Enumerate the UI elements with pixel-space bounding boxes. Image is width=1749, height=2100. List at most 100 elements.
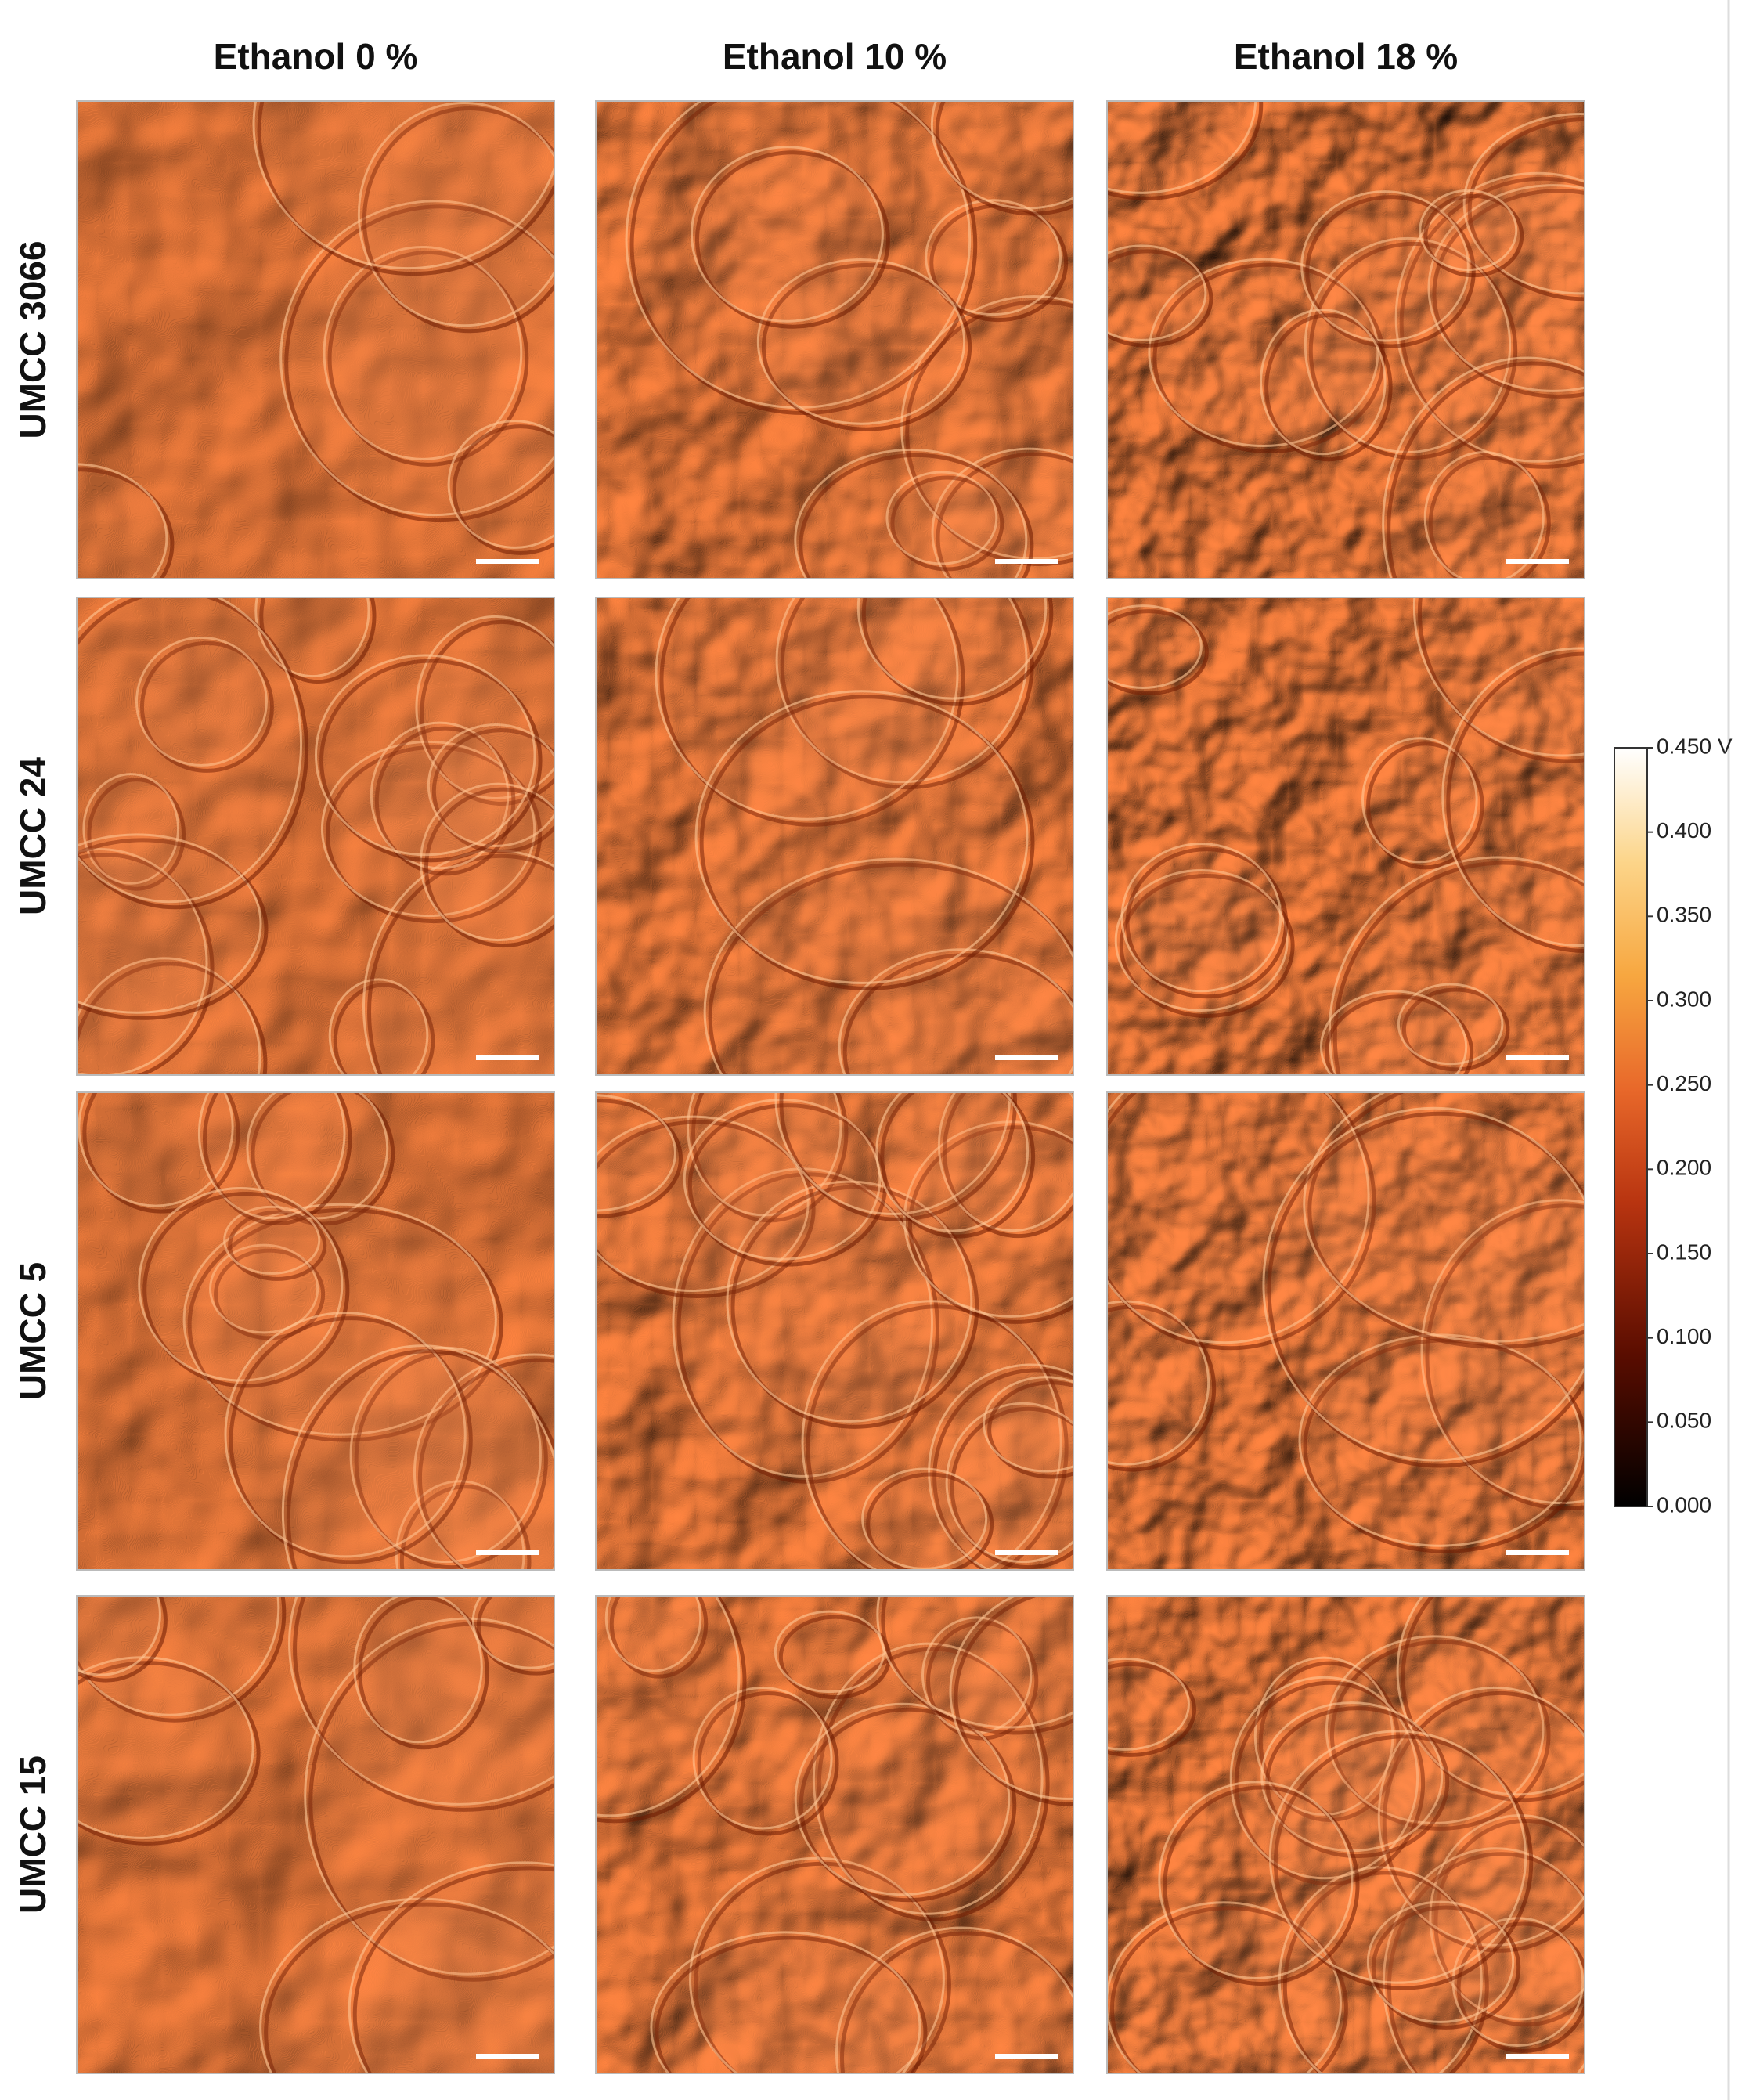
cell-highlight (419, 782, 554, 942)
cell-highlight (801, 1300, 1062, 1570)
cell-highlight (77, 597, 303, 904)
afm-surface (596, 597, 1073, 1075)
cell-highlight (1268, 1730, 1527, 1984)
cell-shadow (77, 1596, 287, 1723)
cell-shadow (1163, 1785, 1360, 1986)
cell-shadow (1119, 873, 1295, 1019)
colorbar-tick-label: 0.100 (1657, 1324, 1711, 1348)
cell-shadow (1125, 847, 1289, 999)
colorbar-tick-label: 0.050 (1657, 1409, 1711, 1433)
cell-shadow (817, 1647, 1050, 1921)
cell-shadow (1401, 1596, 1585, 1802)
cell-shadow (202, 1092, 352, 1226)
cell-highlight (756, 258, 966, 425)
cell-highlight (1158, 1781, 1354, 1979)
cell-shadow (139, 640, 274, 773)
column-header: Ethanol 10 % (723, 36, 947, 77)
cell-shadow (325, 745, 543, 924)
cell-shadow (142, 1192, 350, 1388)
cell-highlight (1120, 843, 1282, 993)
row-label: UMCC 5 (13, 1262, 53, 1400)
cell-shadow (1446, 651, 1585, 953)
row-label: UMCC 24 (13, 757, 53, 915)
cell-shadow (935, 101, 1073, 216)
cell-highlight (949, 1596, 1073, 1800)
cell-highlight (604, 1596, 702, 1672)
cell-shadow (987, 1380, 1073, 1479)
cell-highlight (447, 420, 554, 549)
cell-shadow (1366, 741, 1484, 870)
cell-highlight (703, 857, 1073, 1075)
colorbar-tick-label: 0.350 (1657, 903, 1711, 927)
cell-shadow (1324, 994, 1474, 1075)
cell-highlight (224, 1312, 467, 1558)
cell-highlight (1114, 868, 1289, 1012)
cell-shadow (284, 204, 554, 523)
cell-shadow (936, 452, 1073, 579)
cell-highlight (876, 1596, 1073, 1729)
cell-highlight (1361, 737, 1478, 864)
cell-shadow (1110, 1906, 1348, 2073)
cell-shadow (730, 1185, 979, 1429)
cell-shadow (694, 150, 890, 329)
cell-shadow (659, 597, 965, 827)
cell-shadow (655, 1936, 928, 2073)
cell-shadow (431, 728, 554, 853)
cell-highlight (315, 654, 536, 857)
cell-highlight (928, 1363, 1073, 1570)
cell-shadow (950, 1406, 1073, 1570)
cell-shadow (1264, 313, 1393, 462)
cell-shadow (1258, 1661, 1401, 1823)
cell-shadow (1432, 189, 1585, 399)
cell-shadow (1399, 176, 1585, 469)
cell-shadow (358, 1596, 489, 1750)
cell-highlight (1382, 356, 1585, 579)
cell-shadow (1417, 597, 1585, 763)
cell-shadow (1423, 193, 1524, 278)
cell-shadow (1107, 609, 1209, 695)
cell-shadow (214, 1248, 326, 1340)
cell-shadow (77, 467, 175, 579)
cell-shadow (1329, 1640, 1551, 1831)
cell-shadow (840, 1931, 1073, 2073)
cell-shadow (293, 1596, 554, 1812)
cell-shadow (333, 983, 435, 1075)
image-border (76, 597, 555, 1076)
cell-shadow (1308, 241, 1518, 460)
cell-highlight (812, 1642, 1044, 1915)
cell-highlight (1441, 647, 1585, 947)
cell-shadow (596, 1099, 683, 1218)
cell-shadow (697, 1690, 839, 1836)
cell-shadow (1467, 117, 1585, 301)
cell-shadow (399, 1485, 532, 1570)
cell-highlight (1260, 309, 1387, 456)
colorbar-tick-label: 0.400 (1657, 818, 1711, 843)
cell-highlight (1423, 451, 1545, 579)
cell-highlight (323, 246, 523, 460)
colorbar-tick-label: 0.000 (1657, 1492, 1711, 1517)
cell-highlight (1229, 1676, 1419, 1880)
cell-highlight (1107, 244, 1207, 341)
cell-shadow (799, 1707, 1017, 1903)
cell-highlight (77, 1656, 254, 1839)
cell-shadow (77, 1596, 168, 1683)
cell-shadow (799, 453, 1034, 579)
image-border (1106, 1091, 1585, 1571)
cell-shadow (286, 1349, 554, 1570)
cell-shadow (1282, 1871, 1489, 2073)
cell-shadow (1107, 249, 1213, 348)
cell-highlight (930, 101, 1073, 210)
cell-shadow (264, 1902, 554, 2073)
cell-shadow (1107, 101, 1264, 200)
image-border (595, 100, 1074, 579)
cell-shadow (905, 300, 1073, 566)
afm-image (1107, 1092, 1585, 1570)
cell-shadow (842, 953, 1073, 1075)
cell-shadow (77, 838, 269, 1020)
cell-shadow (228, 1210, 327, 1281)
colorbar-tick-label: 0.150 (1657, 1239, 1711, 1264)
cell-shadow (476, 1596, 554, 1676)
cell-highlight (983, 1376, 1073, 1473)
colorbar-tick-label: 0.250 (1657, 1071, 1711, 1095)
